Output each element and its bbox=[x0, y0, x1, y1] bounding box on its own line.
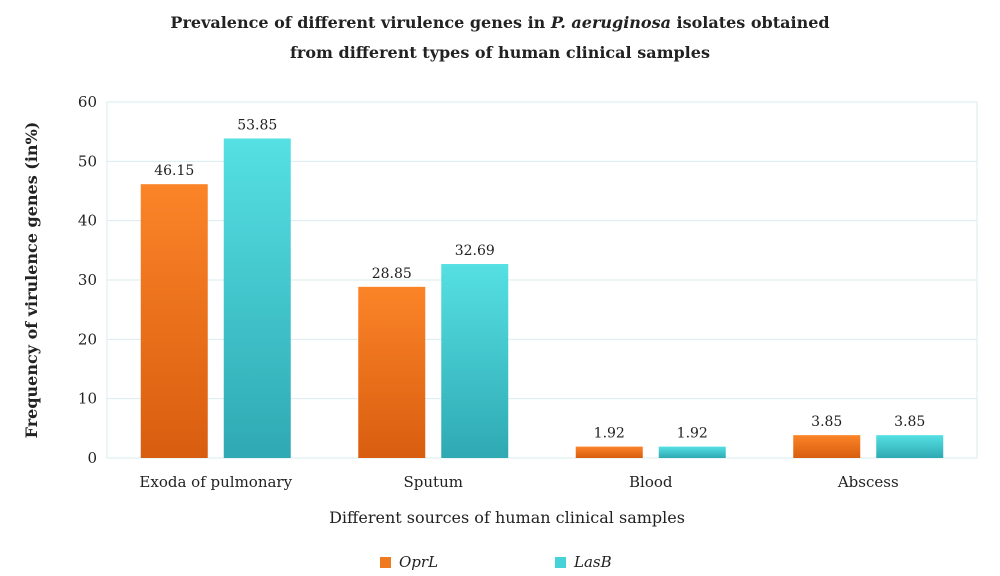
x-category-labels: Exoda of pulmonary Sputum Blood Abscess bbox=[139, 473, 898, 491]
bar-lasb bbox=[658, 446, 726, 458]
data-label-lasb: 3.85 bbox=[894, 414, 925, 430]
data-labels: 46.15 53.85 28.85 32.69 1.92 1.92 3.85 3.85 bbox=[154, 117, 925, 441]
bar-oprl bbox=[358, 286, 426, 458]
data-label-oprl: 3.85 bbox=[811, 414, 842, 430]
y-axis-title: Frequency of virulence genes (in%) bbox=[22, 122, 41, 439]
legend-swatch-lasb bbox=[555, 557, 566, 568]
chart-title-line-1: Prevalence of different virulence genes … bbox=[170, 13, 830, 32]
bar-lasb bbox=[223, 138, 291, 459]
y-tick-labels: 0 10 20 30 40 50 60 bbox=[78, 93, 97, 467]
y-tick-label: 20 bbox=[78, 330, 97, 348]
chart-title-line-2: from different types of human clinical s… bbox=[290, 43, 710, 62]
x-category-label: Exoda of pulmonary bbox=[139, 473, 292, 491]
bar-lasb bbox=[876, 435, 944, 458]
data-label-lasb: 53.85 bbox=[237, 117, 277, 133]
data-label-oprl: 46.15 bbox=[154, 163, 194, 179]
y-tick-label: 10 bbox=[78, 390, 97, 408]
x-category-label: Blood bbox=[629, 473, 673, 491]
legend-item-oprl: OprL bbox=[380, 553, 438, 571]
bars bbox=[140, 138, 944, 459]
y-tick-label: 40 bbox=[78, 212, 97, 230]
bar-lasb bbox=[441, 264, 509, 458]
y-tick-label: 50 bbox=[78, 152, 97, 170]
legend-item-lasb: LasB bbox=[555, 553, 612, 571]
legend-label-oprl: OprL bbox=[399, 553, 439, 571]
y-tick-label: 30 bbox=[78, 271, 97, 289]
data-label-lasb: 32.69 bbox=[455, 243, 495, 259]
bar-oprl bbox=[575, 446, 643, 458]
bar-oprl bbox=[140, 184, 208, 458]
data-label-oprl: 28.85 bbox=[372, 266, 412, 282]
data-label-lasb: 1.92 bbox=[677, 426, 708, 442]
x-category-label: Sputum bbox=[404, 473, 463, 491]
bar-oprl bbox=[793, 435, 861, 458]
x-category-label: Abscess bbox=[837, 473, 899, 491]
legend-label-lasb: LasB bbox=[574, 553, 612, 571]
x-axis-title: Different sources of human clinical samp… bbox=[329, 508, 685, 527]
chart-title: Prevalence of different virulence genes … bbox=[0, 8, 1000, 68]
data-label-oprl: 1.92 bbox=[594, 426, 625, 442]
y-tick-label: 60 bbox=[78, 93, 97, 111]
y-tick-label: 0 bbox=[87, 449, 97, 467]
legend-swatch-oprl bbox=[380, 557, 391, 568]
